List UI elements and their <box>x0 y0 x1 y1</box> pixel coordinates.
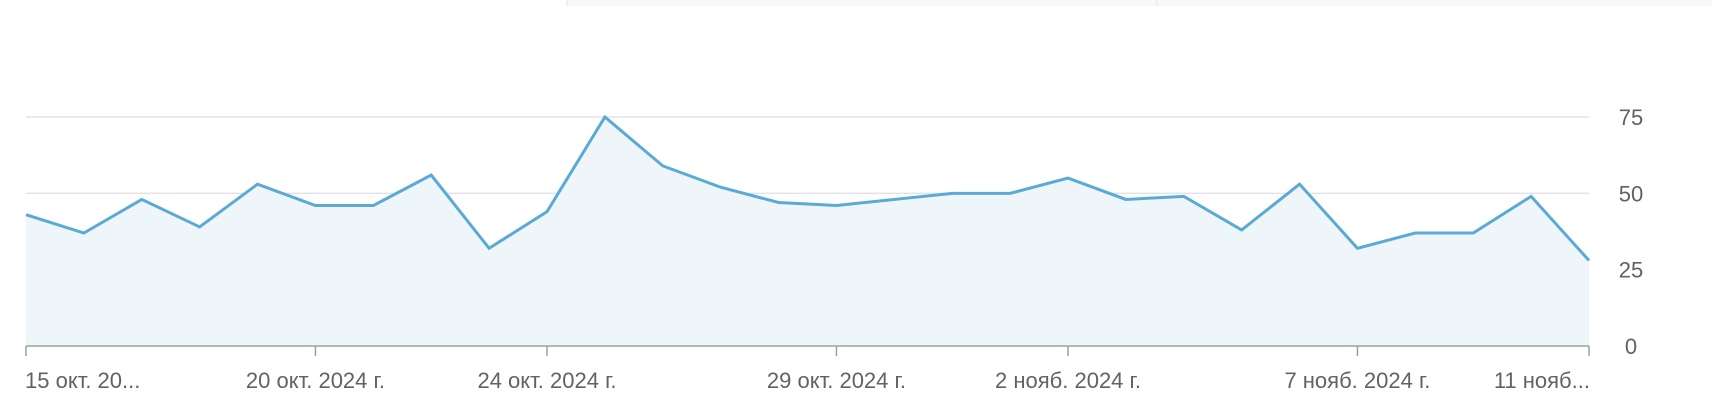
series-area <box>26 117 1589 346</box>
chart-line <box>25 114 1591 262</box>
y-tick-label: 50 <box>1619 181 1643 206</box>
chart-area <box>26 117 1589 346</box>
y-tick-label: 75 <box>1619 105 1643 130</box>
x-tick-label: 15 окт. 20... <box>25 368 140 393</box>
x-axis <box>25 345 1590 356</box>
series-line <box>25 114 1591 262</box>
x-axis-labels: 15 окт. 20... 20 окт. 2024 г. 24 окт. 2024… <box>25 368 1590 393</box>
x-tick-label: 29 окт. 2024 г. <box>767 368 906 393</box>
x-tick-label: 7 нояб. 2024 г. <box>1284 368 1430 393</box>
x-tick-label: 11 нояб... <box>1494 368 1590 393</box>
x-tick-label: 20 окт. 2024 г. <box>246 368 385 393</box>
y-tick-label: 0 <box>1625 334 1637 359</box>
x-tick-label: 24 окт. 2024 г. <box>477 368 616 393</box>
top-panel-edge <box>567 0 1712 6</box>
x-tick-label: 2 нояб. 2024 г. <box>995 368 1141 393</box>
top-strip <box>566 0 1712 6</box>
y-axis-labels: 0 25 50 75 <box>1619 105 1643 359</box>
y-tick-label: 25 <box>1619 258 1643 283</box>
